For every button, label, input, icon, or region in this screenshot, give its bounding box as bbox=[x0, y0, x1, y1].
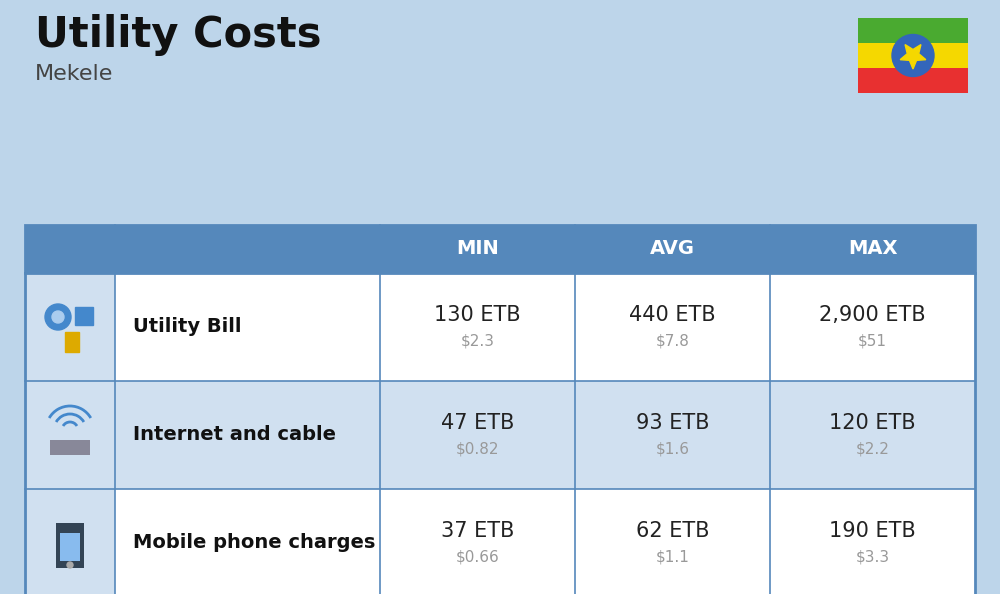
Text: $1.6: $1.6 bbox=[656, 441, 690, 457]
Text: 190 ETB: 190 ETB bbox=[829, 521, 916, 541]
Text: 47 ETB: 47 ETB bbox=[441, 413, 514, 433]
Text: $1.1: $1.1 bbox=[656, 549, 689, 564]
Bar bbox=[770, 489, 975, 594]
Bar bbox=[770, 273, 975, 381]
Bar bbox=[25, 381, 115, 489]
Text: 93 ETB: 93 ETB bbox=[636, 413, 709, 433]
Bar bbox=[858, 43, 968, 68]
Bar bbox=[115, 489, 380, 594]
Text: Utility Costs: Utility Costs bbox=[35, 14, 322, 56]
Bar bbox=[25, 489, 115, 594]
Bar bbox=[380, 489, 575, 594]
Bar bbox=[115, 381, 380, 489]
Text: MAX: MAX bbox=[848, 239, 897, 258]
Text: $0.82: $0.82 bbox=[456, 441, 499, 457]
Text: 130 ETB: 130 ETB bbox=[434, 305, 521, 325]
Bar bbox=[25, 225, 975, 594]
Text: $2.3: $2.3 bbox=[460, 333, 494, 349]
Text: 37 ETB: 37 ETB bbox=[441, 521, 514, 541]
Bar bbox=[75, 307, 93, 325]
Circle shape bbox=[67, 562, 73, 568]
Text: 62 ETB: 62 ETB bbox=[636, 521, 709, 541]
Bar bbox=[380, 273, 575, 381]
Text: 120 ETB: 120 ETB bbox=[829, 413, 916, 433]
Text: $51: $51 bbox=[858, 333, 887, 349]
Bar bbox=[50, 440, 90, 455]
Bar bbox=[770, 381, 975, 489]
Bar bbox=[575, 489, 770, 594]
Bar bbox=[115, 273, 380, 381]
Text: 440 ETB: 440 ETB bbox=[629, 305, 716, 325]
Text: $3.3: $3.3 bbox=[855, 549, 890, 564]
Text: AVG: AVG bbox=[650, 239, 695, 258]
Text: Mekele: Mekele bbox=[35, 64, 113, 84]
Text: Utility Bill: Utility Bill bbox=[133, 318, 242, 336]
Bar bbox=[60, 533, 80, 561]
Bar bbox=[858, 18, 968, 43]
Text: $2.2: $2.2 bbox=[856, 441, 889, 457]
Bar bbox=[575, 273, 770, 381]
Text: Internet and cable: Internet and cable bbox=[133, 425, 336, 444]
Bar bbox=[380, 381, 575, 489]
Text: 2,900 ETB: 2,900 ETB bbox=[819, 305, 926, 325]
Bar bbox=[25, 273, 115, 381]
Text: Mobile phone charges: Mobile phone charges bbox=[133, 533, 375, 552]
Polygon shape bbox=[900, 45, 926, 69]
Circle shape bbox=[52, 311, 64, 323]
Text: MIN: MIN bbox=[456, 239, 499, 258]
Text: $7.8: $7.8 bbox=[656, 333, 689, 349]
Bar bbox=[858, 68, 968, 93]
Circle shape bbox=[45, 304, 71, 330]
Circle shape bbox=[892, 34, 934, 77]
Bar bbox=[25, 225, 975, 273]
Text: $0.66: $0.66 bbox=[456, 549, 499, 564]
Bar bbox=[56, 523, 84, 568]
Bar bbox=[575, 381, 770, 489]
Bar bbox=[65, 332, 79, 352]
